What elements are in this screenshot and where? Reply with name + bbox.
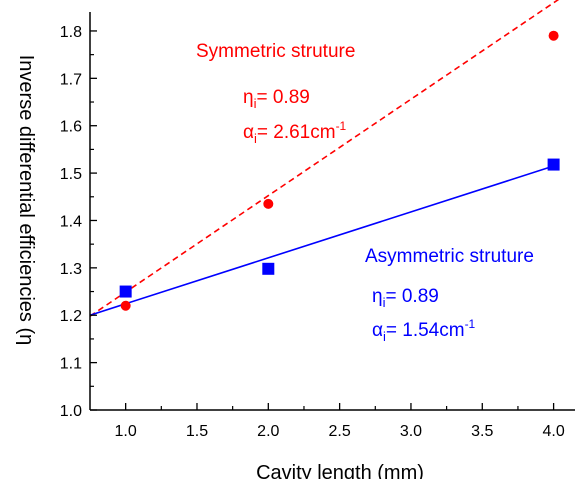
axes [89,12,575,411]
asymmetric-fit-line [89,165,554,316]
symmetric-data-point [548,30,559,41]
x-tick-label: 2.5 [329,423,351,440]
asymmetric-data-point [547,158,560,171]
y-tick-label: 1.4 [60,213,82,230]
fit-lines [89,0,560,317]
asymmetric-alpha-value: = 1.54cm [386,320,465,341]
asymmetric-annotation: Asymmetric struture ηi= 0.89 αi= 1.54cm-… [365,246,534,344]
y-tick-label: 1.7 [60,71,82,88]
y-tick-label: 1.5 [60,166,82,183]
y-tick-label: 1.2 [60,308,82,325]
asymmetric-eta-symbol: η [372,286,383,307]
y-tick-label: 1.0 [60,403,82,420]
y-tick-label: 1.1 [60,356,82,373]
asymmetric-alpha-sub: i [383,329,386,344]
x-tick-label: 1.5 [186,423,208,440]
asymmetric-alpha-symbol: α [372,320,383,341]
symmetric-alpha-value: = 2.61cm [257,122,336,143]
y-tick-label: 1.3 [60,261,82,278]
x-tick-label: 3.0 [400,423,422,440]
x-tick-label: 1.0 [115,423,137,440]
x-tick-label: 3.5 [471,423,493,440]
asymmetric-eta-value: = 0.89 [385,286,438,307]
symmetric-fit-line [89,0,560,317]
symmetric-series-name: Symmetric struture [196,41,355,62]
symmetric-eta-symbol: η [243,87,254,108]
x-tick-label: 4.0 [542,423,564,440]
symmetric-alpha-sub: i [254,131,257,146]
ticks: 1.0 1.5 2.0 2.5 3.0 3.5 4.0 1.0 1.1 1.2 1.3 1.4 1.5 1… [60,24,565,440]
asymmetric-alpha-sup: -1 [465,317,476,331]
asymmetric-series-name: Asymmetric struture [365,246,534,267]
asymmetric-eta-sub: i [383,295,386,310]
symmetric-eta-sub: i [254,96,257,111]
symmetric-data-point [263,198,274,209]
asymmetric-data-point [119,285,132,298]
symmetric-alpha-symbol: α [243,122,254,143]
y-tick-label: 1.6 [60,119,82,136]
y-tick-label: 1.8 [60,24,82,41]
symmetric-alpha-sup: -1 [336,119,347,133]
symmetric-alpha-label: αi= 2.61cm-1 [243,119,347,146]
asymmetric-alpha-label: αi= 1.54cm-1 [372,317,476,344]
x-axis-title: Cavity length (mm) [256,462,424,479]
asymmetric-data-point [262,262,275,275]
symmetric-annotation: Symmetric struture ηi= 0.89 αi= 2.61cm-1 [196,41,355,146]
data-points [119,30,560,311]
y-axis-title: Inverse differential efficiencies (η [15,55,37,346]
asymmetric-eta-label: ηi= 0.89 [372,286,439,310]
symmetric-data-point [120,300,131,311]
symmetric-eta-value: = 0.89 [256,87,309,108]
x-tick-label: 2.0 [257,423,279,440]
symmetric-eta-label: ηi= 0.89 [243,87,310,111]
